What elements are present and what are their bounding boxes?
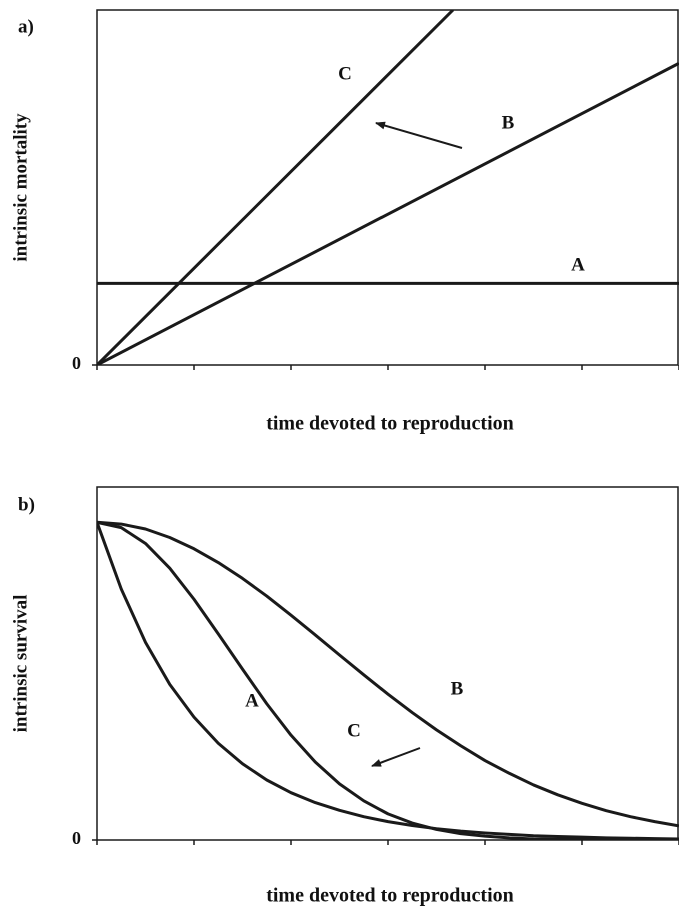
series-label: A: [245, 690, 259, 711]
arrow: [371, 747, 421, 767]
plot-frame: [96, 9, 679, 366]
series-label: C: [347, 720, 361, 741]
series-line: [97, 61, 679, 365]
panel-label: b): [18, 494, 35, 515]
series-label: B: [502, 112, 515, 133]
series-line: [97, 520, 679, 828]
y-tick-label: 0: [72, 828, 81, 848]
series-label: B: [451, 678, 464, 699]
y-tick-label: 0: [72, 353, 81, 373]
panel-label: a): [18, 16, 34, 37]
series-line: [97, 521, 679, 840]
x-axis-label: time devoted to reproduction: [266, 885, 514, 907]
x-axis-label: time devoted to reproduction: [266, 413, 514, 435]
series-label: A: [571, 254, 585, 275]
arrow: [375, 121, 463, 149]
series-line: [97, 10, 455, 365]
series-label: C: [338, 63, 352, 84]
series-line: [97, 520, 679, 840]
plot-frame: [96, 486, 679, 841]
y-axis-label: intrinsic survival: [10, 595, 31, 733]
y-axis-label: intrinsic mortality: [10, 113, 31, 262]
